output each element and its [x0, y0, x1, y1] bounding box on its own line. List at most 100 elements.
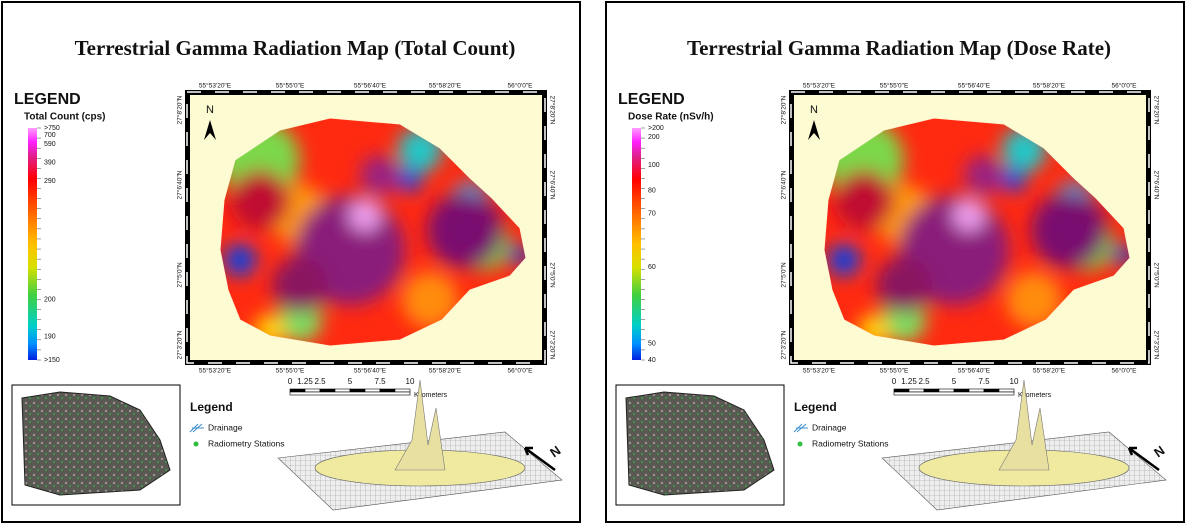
blob [1031, 192, 1107, 268]
lon-label: 55°55'0"E [276, 367, 305, 375]
blob [834, 170, 894, 230]
legend-heading: LEGEND [14, 91, 81, 108]
lon-label: 55°58'20"E [429, 82, 462, 90]
lat-label: 27°8'20"N [780, 95, 788, 124]
scale-tick-label: 1.25 [901, 377, 917, 386]
blob [964, 155, 1004, 195]
lon-label: 55°58'20"E [1033, 82, 1066, 90]
ramp-label: 40 [648, 357, 656, 364]
arrow-3d-label: N [547, 443, 563, 461]
scale-tick-label: 5 [348, 377, 353, 386]
arrow-3d-label: N [1151, 443, 1167, 461]
scale-tick-label: 0 [892, 377, 897, 386]
lon-label: 55°56'40"E [354, 367, 387, 375]
ramp-label: 60 [648, 264, 656, 271]
north-label: N [206, 104, 214, 116]
scale-segment [320, 389, 335, 392]
lon-label: 55°53'20"E [199, 82, 232, 90]
lon-label: 55°53'20"E [803, 82, 836, 90]
legend-item: Radiometry Stations [208, 438, 285, 448]
ramp-label: 100 [648, 162, 660, 169]
ramp-label: 590 [44, 141, 56, 148]
color-ramp [28, 128, 37, 360]
panel-title: Terrestrial Gamma Radiation Map (Dose Ra… [687, 36, 1111, 60]
lon-label: 55°53'20"E [199, 367, 232, 375]
scale-segment [380, 389, 395, 392]
legend-item: Radiometry Stations [812, 438, 889, 448]
ramp-label: >750 [44, 125, 60, 132]
blob [360, 155, 400, 195]
scale-outline [290, 392, 410, 395]
scale-segment [924, 389, 939, 392]
ramp-label: 700 [44, 132, 56, 139]
ramp-label: >150 [44, 357, 60, 364]
blob [230, 170, 290, 230]
scale-segment [939, 389, 954, 392]
scale-tick-label: 10 [406, 377, 415, 386]
color-ramp [632, 128, 641, 360]
scale-segment [290, 389, 305, 392]
ramp-label: 80 [648, 187, 656, 194]
scale-segment [984, 389, 999, 392]
lat-label: 27°5'0"N [176, 262, 184, 288]
ramp-label: 390 [44, 160, 56, 167]
scale-segment [350, 389, 365, 392]
blob [953, 199, 985, 231]
drainage-symbol [190, 424, 204, 432]
lat-label: 27°3'20"N [548, 331, 556, 360]
lon-label: 55°58'20"E [429, 367, 462, 375]
scale-name: Dose Rate (nSv/h) [628, 112, 714, 123]
panel: Terrestrial Gamma Radiation Map (Dose Ra… [606, 2, 1184, 522]
panel: Terrestrial Gamma Radiation Map (Total C… [2, 2, 580, 522]
blob [398, 168, 422, 192]
scale-segment [954, 389, 969, 392]
scale-segment [335, 389, 350, 392]
ramp-label: 70 [648, 211, 656, 218]
scale-segment [969, 389, 984, 392]
blob [349, 199, 381, 231]
legend-item: Drainage [812, 422, 847, 432]
scale-segment [894, 389, 909, 392]
station-symbol [194, 442, 199, 447]
station-symbol [798, 442, 803, 447]
lon-label: 56°0'0"E [508, 367, 534, 375]
lat-label: 27°3'20"N [1152, 331, 1160, 360]
scale-tick-label: 7.5 [978, 377, 990, 386]
scale-tick-label: 0 [288, 377, 293, 386]
panel-title: Terrestrial Gamma Radiation Map (Total C… [75, 36, 516, 60]
lat-label: 27°8'20"N [548, 96, 556, 125]
lon-label: 55°53'20"E [803, 367, 836, 375]
ramp-label: >200 [648, 125, 664, 132]
legend-item: Drainage [208, 422, 243, 432]
lat-label: 27°6'40"N [780, 170, 788, 199]
ramp-label: 290 [44, 178, 56, 185]
ramp-label: 190 [44, 334, 56, 341]
lat-label: 27°5'0"N [1152, 262, 1160, 288]
ramp-label: 50 [648, 341, 656, 348]
lat-label: 27°6'40"N [1152, 171, 1160, 200]
lon-label: 55°56'40"E [958, 82, 991, 90]
scale-segment [395, 389, 410, 392]
scale-segment [999, 389, 1014, 392]
blob [427, 192, 503, 268]
figure: Terrestrial Gamma Radiation Map (Total C… [0, 0, 1186, 525]
lon-label: 55°56'40"E [354, 82, 387, 90]
lat-label: 27°6'40"N [548, 171, 556, 200]
drainage-symbol [794, 424, 808, 432]
lon-label: 55°55'0"E [880, 82, 909, 90]
scale-tick-label: 5 [952, 377, 957, 386]
blob [1002, 168, 1026, 192]
legend-title: Legend [190, 400, 233, 414]
lon-label: 55°56'40"E [958, 367, 991, 375]
scale-tick-label: 7.5 [374, 377, 386, 386]
ramp-label: 200 [44, 297, 56, 304]
scale-tick-label: 10 [1010, 377, 1019, 386]
blob [828, 244, 860, 276]
blob [876, 257, 932, 313]
lon-label: 55°55'0"E [276, 82, 305, 90]
lat-label: 27°6'40"N [176, 170, 184, 199]
legend-title: Legend [794, 400, 837, 414]
lat-label: 27°8'20"N [176, 95, 184, 124]
lon-label: 55°55'0"E [880, 367, 909, 375]
lon-label: 56°0'0"E [1112, 367, 1138, 375]
